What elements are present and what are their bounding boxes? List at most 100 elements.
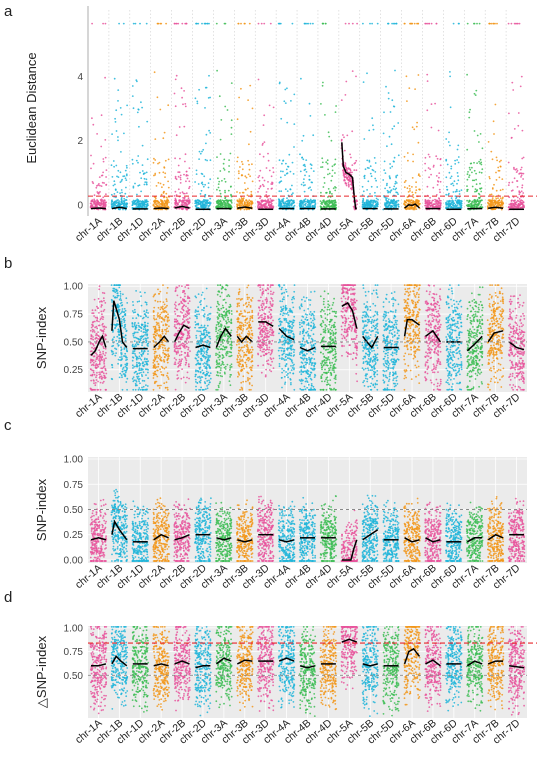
data-point	[387, 92, 390, 94]
data-point	[177, 188, 180, 191]
data-point	[446, 188, 449, 191]
data-point	[218, 180, 221, 183]
data-point	[224, 189, 226, 192]
data-point	[476, 162, 478, 165]
data-point	[135, 345, 138, 347]
data-point	[91, 360, 94, 363]
data-point	[111, 133, 113, 136]
data-point	[511, 181, 514, 184]
data-point	[361, 185, 364, 188]
data-point	[188, 185, 191, 188]
data-point	[418, 188, 421, 191]
data-point	[241, 168, 244, 171]
data-point	[248, 204, 251, 207]
data-point	[520, 172, 522, 175]
data-point	[141, 144, 144, 147]
data-point	[342, 134, 344, 136]
data-point	[435, 155, 438, 158]
data-point	[249, 175, 252, 178]
data-point	[143, 203, 146, 206]
data-point	[95, 367, 97, 370]
data-point	[103, 328, 106, 330]
data-point	[168, 325, 170, 328]
data-point	[122, 22, 125, 25]
data-point	[389, 167, 392, 169]
data-point	[102, 322, 104, 325]
data-point	[179, 296, 182, 299]
data-point	[468, 174, 471, 177]
data-point	[348, 22, 350, 25]
data-point	[236, 199, 239, 202]
data-point	[123, 197, 126, 200]
data-point	[367, 199, 369, 202]
data-point	[155, 334, 157, 337]
data-point	[116, 191, 119, 194]
data-point	[145, 340, 148, 342]
data-point	[131, 377, 134, 380]
data-point	[488, 176, 491, 178]
data-point	[174, 388, 177, 391]
data-point	[91, 346, 93, 349]
data-point	[138, 367, 141, 370]
data-point	[146, 344, 149, 346]
data-point	[306, 199, 309, 201]
data-point	[517, 112, 520, 114]
data-point	[184, 313, 187, 316]
data-point	[426, 80, 429, 82]
data-point	[135, 204, 138, 207]
data-point	[415, 181, 417, 184]
data-point	[98, 312, 100, 314]
data-point	[466, 178, 469, 181]
data-point	[446, 163, 449, 166]
data-point	[98, 362, 101, 365]
data-point	[173, 318, 176, 321]
data-point	[123, 132, 125, 135]
data-point	[167, 104, 170, 107]
data-point	[449, 106, 452, 109]
data-point	[188, 329, 191, 332]
data-point	[116, 292, 119, 295]
data-point	[152, 361, 155, 364]
data-point	[277, 204, 280, 207]
data-point	[438, 197, 440, 200]
data-point	[424, 169, 427, 172]
data-point	[415, 189, 418, 192]
data-point	[321, 84, 324, 87]
data-point	[350, 156, 352, 159]
data-point	[111, 176, 114, 178]
data-point	[447, 141, 450, 143]
data-point	[393, 206, 395, 209]
data-point	[111, 350, 114, 353]
data-point	[97, 324, 100, 327]
data-point	[131, 204, 134, 207]
data-point	[110, 193, 113, 196]
data-point	[203, 198, 205, 201]
data-point	[102, 297, 105, 300]
data-point	[98, 349, 100, 352]
data-point	[208, 74, 210, 77]
data-point	[103, 358, 105, 360]
data-point	[387, 22, 390, 25]
data-point	[141, 335, 144, 338]
data-point	[184, 103, 187, 105]
data-point	[141, 388, 144, 391]
data-point	[363, 138, 366, 140]
data-point	[184, 347, 186, 349]
data-point	[96, 354, 98, 356]
data-point	[367, 203, 369, 206]
data-point	[183, 300, 186, 303]
data-point	[121, 178, 123, 181]
data-point	[224, 191, 227, 194]
data-point	[262, 185, 265, 188]
data-point	[340, 139, 343, 142]
data-point	[163, 204, 166, 206]
data-point	[117, 199, 119, 201]
data-point	[244, 175, 247, 178]
data-point	[247, 159, 250, 162]
data-point	[229, 152, 232, 155]
data-point	[95, 334, 97, 337]
y-axis-label: Euclidean Distance	[24, 52, 39, 163]
data-point	[287, 199, 290, 202]
data-point	[182, 196, 185, 199]
